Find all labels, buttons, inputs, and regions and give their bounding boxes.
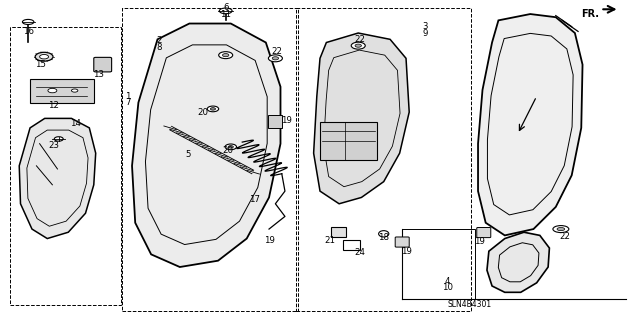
Bar [30,79,94,103]
Text: 16: 16 [22,27,34,36]
Bar [122,8,298,311]
Text: 19: 19 [474,237,484,246]
Text: 17: 17 [250,195,260,204]
Text: 11: 11 [220,10,231,19]
Ellipse shape [219,52,233,59]
Ellipse shape [220,8,232,14]
Text: 22: 22 [560,233,571,241]
Polygon shape [268,115,282,128]
Ellipse shape [207,106,219,112]
Text: 8: 8 [157,43,162,52]
Bar [401,229,475,299]
Text: FR.: FR. [581,9,599,19]
Ellipse shape [48,88,57,93]
Text: 4: 4 [445,277,450,286]
Text: 5: 5 [186,150,191,159]
FancyBboxPatch shape [331,227,346,237]
Bar [296,8,471,311]
Text: 6: 6 [223,3,228,12]
FancyBboxPatch shape [94,57,111,72]
Polygon shape [19,118,96,239]
Ellipse shape [557,227,564,231]
Text: 20: 20 [197,108,208,117]
Bar [10,27,121,305]
Text: 23: 23 [49,141,60,150]
Text: 15: 15 [35,60,46,69]
FancyBboxPatch shape [477,227,491,238]
Text: 19: 19 [401,247,412,256]
Ellipse shape [553,226,569,233]
Text: 18: 18 [378,234,389,242]
Text: 1: 1 [125,92,131,101]
Text: 22: 22 [354,35,365,44]
Ellipse shape [268,55,282,62]
Ellipse shape [351,42,365,49]
Text: 9: 9 [422,28,428,38]
Ellipse shape [54,137,63,141]
Text: 14: 14 [70,119,81,128]
Ellipse shape [379,231,389,237]
Text: 13: 13 [93,70,104,78]
Text: SLN4B4301: SLN4B4301 [448,300,492,309]
Text: 12: 12 [48,100,59,110]
Ellipse shape [40,55,49,59]
Text: 24: 24 [354,248,365,257]
Text: 19: 19 [282,116,292,125]
Polygon shape [478,14,582,235]
Ellipse shape [72,89,78,92]
Text: 22: 22 [271,48,282,56]
FancyBboxPatch shape [395,237,409,247]
Ellipse shape [223,54,229,57]
Text: 7: 7 [125,98,131,107]
Polygon shape [132,24,280,267]
Ellipse shape [211,108,216,110]
Text: 3: 3 [422,22,428,31]
Ellipse shape [228,145,234,148]
Ellipse shape [272,57,278,60]
Text: 20: 20 [222,145,233,154]
Ellipse shape [22,19,34,25]
Text: 10: 10 [442,283,453,292]
Text: 21: 21 [324,236,335,245]
Text: 19: 19 [264,236,275,245]
Ellipse shape [355,44,362,47]
Ellipse shape [225,144,237,150]
Polygon shape [314,33,409,204]
Ellipse shape [35,52,53,61]
Text: 2: 2 [157,36,162,45]
FancyBboxPatch shape [343,240,360,250]
Bar [320,122,378,160]
Polygon shape [487,232,549,292]
